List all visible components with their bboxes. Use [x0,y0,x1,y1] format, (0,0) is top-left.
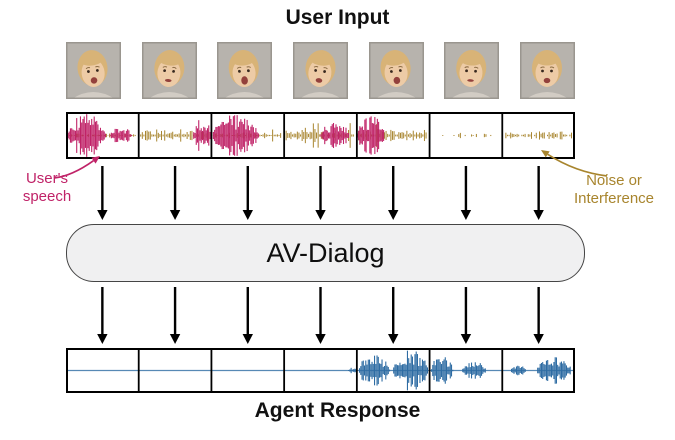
user-speech-label: User's speech [22,170,72,205]
flow-arrow [460,166,472,220]
user-video-frame [66,42,121,99]
user-video-frame [217,42,273,99]
flow-arrow [388,166,399,220]
flow-arrow [169,287,181,344]
flow-arrow [388,287,399,344]
noise-arrow-icon [541,150,608,177]
flow-arrow [533,287,544,344]
flow-arrow [242,287,253,344]
user-video-frame [519,42,575,99]
flow-arrow [315,166,326,220]
model-box: AV-Dialog [66,224,585,282]
user-speech-arrow-icon [53,156,100,179]
flow-arrow [242,166,253,220]
agent-audio-waveform [66,348,575,393]
flow-arrow [533,166,544,220]
output-flow-arrows [97,287,544,344]
noise-label: Noise or Interference [573,172,655,207]
user-video-frame [368,42,424,99]
user-video-frame [141,42,197,99]
user-audio-waveform [66,112,575,159]
flow-arrow [97,166,108,220]
flow-arrow [460,287,472,344]
user-video-frame [292,42,348,99]
flow-arrow [315,287,326,344]
flow-arrow [169,166,181,220]
flow-arrow [97,287,108,344]
figure-caption: Agent Response [254,399,421,422]
model-box-label: AV-Dialog [266,237,385,268]
input-flow-arrows [97,166,544,220]
user-video-frames [66,42,575,99]
figure-title: User Input [285,6,390,29]
user-video-frame [444,42,500,99]
